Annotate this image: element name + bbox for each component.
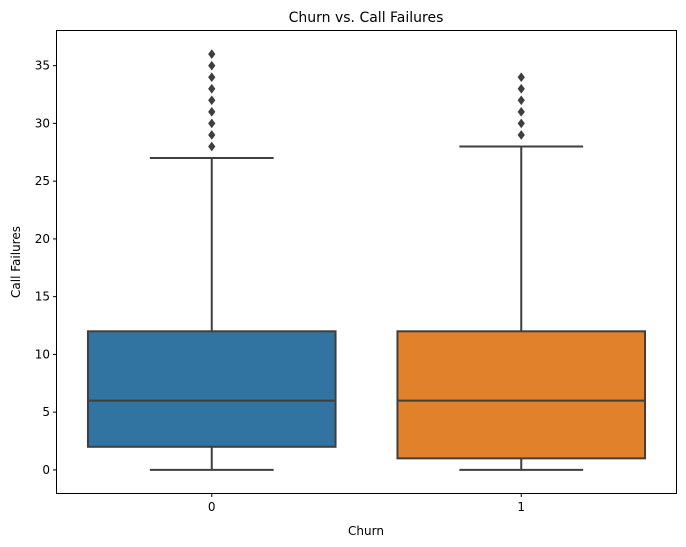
outlier-point — [208, 118, 216, 129]
outlier-point — [517, 72, 525, 83]
outlier-point — [208, 83, 216, 94]
y-tick-label: 15 — [35, 290, 50, 304]
box-iqr — [86, 330, 337, 448]
boxes-layer — [86, 49, 647, 471]
outlier-point — [517, 95, 525, 106]
x-tick-label: 0 — [208, 500, 216, 514]
y-tick-label: 5 — [42, 405, 50, 419]
outlier-point — [208, 107, 216, 117]
y-tick-label: 35 — [35, 59, 50, 73]
y-tick-label: 20 — [35, 232, 50, 246]
outlier-point — [517, 83, 525, 94]
y-axis: 0 5 10 15 20 25 30 35 — [35, 59, 57, 477]
box-iqr — [396, 330, 647, 460]
outlier-point — [208, 72, 216, 83]
y-tick-label: 10 — [35, 347, 50, 361]
y-tick-label: 0 — [42, 463, 50, 477]
y-axis-label: Call Failures — [9, 226, 23, 298]
outlier-point — [208, 95, 216, 106]
outlier-point — [517, 107, 525, 117]
outlier-point — [208, 49, 216, 59]
y-tick-label: 25 — [35, 174, 50, 188]
outlier-point — [517, 130, 525, 140]
outlier-point — [208, 141, 216, 152]
box-group-1 — [396, 72, 647, 471]
outlier-point — [517, 118, 525, 129]
y-tick-label: 30 — [35, 116, 50, 130]
x-axis-label: Churn — [348, 524, 384, 538]
outlier-point — [208, 60, 216, 71]
plot-frame — [56, 30, 677, 494]
box-group-0 — [86, 49, 337, 471]
chart-title: Churn vs. Call Failures — [289, 10, 444, 26]
outlier-point — [208, 130, 216, 140]
x-tick-label: 1 — [517, 500, 525, 514]
